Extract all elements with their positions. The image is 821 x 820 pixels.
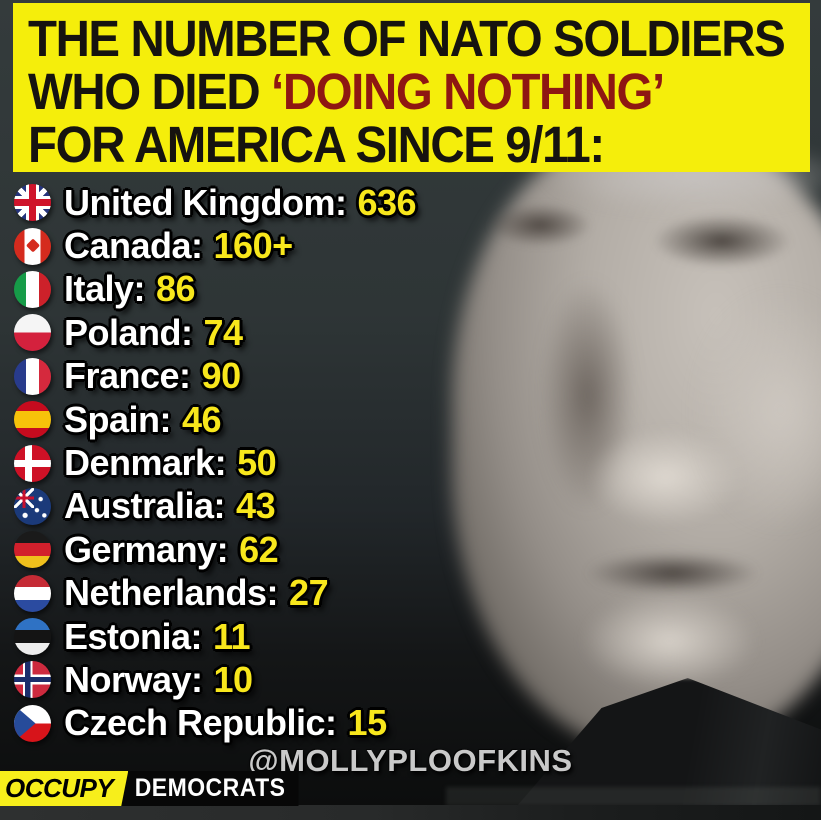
headline-line2: WHO DIED ‘DOING NOTHING’ (28, 65, 755, 118)
country-row: Denmark: 50 (14, 441, 416, 484)
country-name: Poland: (64, 311, 193, 353)
country-row: Netherlands: 27 (14, 572, 416, 615)
canada-flag-icon (14, 227, 51, 265)
country-row: Canada: 160+ (14, 224, 416, 267)
photo-cheek-highlight (698, 295, 821, 525)
poland-flag-icon (14, 314, 51, 352)
country-row: Germany: 62 (14, 528, 416, 571)
germany-flag-icon (14, 531, 51, 569)
country-name: Italy: (64, 268, 146, 310)
country-value: 636 (357, 181, 417, 223)
country-row: Poland: 74 (14, 311, 416, 354)
uk-flag-icon (14, 184, 51, 222)
country-name: Spain: (64, 398, 172, 440)
logo-occupy: OCCUPY (0, 771, 128, 806)
country-value: 86 (156, 268, 196, 310)
country-value: 43 (236, 485, 276, 527)
attribution-handle: @MOLLYPLOOFKINS (248, 743, 573, 778)
country-name: Germany: (64, 528, 229, 570)
country-name: Canada: (64, 225, 203, 267)
country-value: 10 (213, 658, 254, 700)
country-list: United Kingdom: 636 Canada: 160+ Italy: … (14, 181, 417, 745)
country-name: United Kingdom: (64, 181, 347, 223)
country-row: France: 90 (14, 355, 416, 398)
country-value: 74 (203, 311, 244, 353)
country-value: 46 (182, 398, 222, 440)
headline-line2-highlight: ‘DOING NOTHING’ (271, 63, 665, 120)
bottom-strip (0, 805, 821, 820)
czech-flag-icon (14, 704, 51, 742)
photo-mouth-shadow (585, 552, 760, 594)
country-value: 11 (213, 615, 251, 657)
photo-left-eye-shadow (488, 203, 592, 247)
country-name: Denmark: (64, 442, 227, 484)
country-value: 160+ (213, 225, 294, 267)
country-name: Australia: (64, 485, 226, 527)
denmark-flag-icon (14, 444, 51, 482)
occupy-democrats-logo: OCCUPY DEMOCRATS (0, 771, 314, 806)
country-name: Norway: (64, 658, 203, 700)
country-name: France: (64, 355, 191, 397)
country-value: 62 (239, 528, 279, 570)
france-flag-icon (14, 357, 51, 395)
headline-panel: THE NUMBER OF NATO SOLDIERS WHO DIED ‘DO… (13, 3, 810, 172)
netherlands-flag-icon (14, 574, 51, 612)
headline-line1: THE NUMBER OF NATO SOLDIERS (28, 10, 786, 67)
australia-flag-icon (14, 487, 51, 525)
photo-right-eye-shadow (652, 214, 792, 268)
headline-line3: FOR AMERICA SINCE 9/11: (28, 116, 605, 172)
country-row: Spain: 46 (14, 398, 416, 441)
norway-flag-icon (14, 661, 51, 699)
country-row: Norway: 10 (14, 658, 416, 701)
country-row: Estonia: 11 (14, 615, 416, 658)
photo-shoulder-band (446, 787, 821, 806)
country-row: United Kingdom: 636 (14, 181, 417, 224)
photo-chin-highlight (582, 592, 757, 690)
country-value: 15 (347, 702, 388, 744)
country-name: Czech Republic: (64, 702, 337, 744)
logo-democrats: DEMOCRATS (120, 771, 299, 806)
italy-flag-icon (14, 270, 51, 308)
country-row: Australia: 43 (14, 485, 416, 528)
country-name: Estonia: (64, 615, 203, 657)
country-row: Czech Republic: 15 (14, 702, 416, 745)
estonia-flag-icon (14, 618, 51, 656)
spain-flag-icon (14, 401, 51, 439)
country-row: Italy: 86 (14, 268, 416, 311)
country-name: Netherlands: (64, 572, 279, 614)
country-value: 90 (201, 355, 242, 397)
headline-line2-prefix: WHO DIED (28, 63, 272, 120)
country-value: 27 (289, 572, 329, 614)
country-value: 50 (237, 442, 277, 484)
